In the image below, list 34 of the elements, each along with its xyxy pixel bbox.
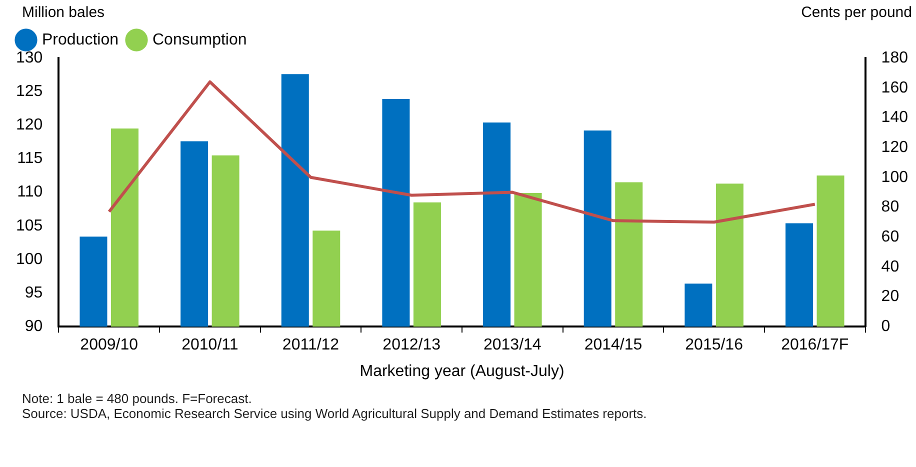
y-tick-label: 125 — [16, 82, 43, 100]
y-tick-label: 130 — [16, 49, 43, 66]
y-tick-label: 100 — [16, 250, 43, 268]
y2-tick-label: 60 — [881, 228, 900, 246]
x-tick-label: 2011/12 — [282, 336, 340, 354]
x-tick-label: 2016/17F — [781, 336, 849, 354]
y2-tick-label: 140 — [881, 109, 908, 126]
y2-tick-label: 160 — [881, 79, 908, 96]
x-axis-title: Marketing year (August-July) — [360, 362, 564, 380]
legend-label: Consumption — [152, 31, 247, 48]
x-tick-label: 2015/16 — [685, 336, 744, 354]
y-axis-title: Million bales — [22, 4, 105, 21]
y2-tick-label: 80 — [881, 198, 900, 216]
text: Note: 1 bale = 480 pounds. F=Forecast. — [22, 391, 253, 406]
y-tick-label: 105 — [16, 217, 43, 234]
y-tick-label: 110 — [17, 184, 43, 201]
y2-tick-label: 20 — [881, 288, 900, 306]
y2-tick-label: 100 — [881, 168, 908, 186]
y-tick-label: 115 — [17, 150, 43, 168]
x-tick-label: 2013/14 — [483, 336, 542, 354]
y2-tick-label: 0 — [881, 318, 890, 336]
y2-tick-label: 180 — [881, 49, 908, 66]
x-tick-label: 2012/13 — [382, 336, 441, 354]
y2-tick-label: 120 — [881, 138, 908, 156]
y-tick-label: 90 — [24, 318, 43, 336]
y-tick-label: 120 — [16, 116, 43, 134]
y-tick-label: 95 — [24, 284, 43, 302]
source-note: Source: USDA, Economic Research Service using World Agricultural Supply and Demand Estimates reports. — [22, 406, 648, 421]
x-tick-label: 2010/11 — [182, 336, 238, 354]
x-tick-label: 2014/15 — [584, 336, 642, 354]
y2-tick-label: 40 — [881, 258, 900, 276]
x-tick-label: 2009/10 — [80, 336, 138, 354]
y2-axis-title: Cents per pound — [801, 4, 912, 21]
legend-label: Production — [42, 31, 118, 48]
